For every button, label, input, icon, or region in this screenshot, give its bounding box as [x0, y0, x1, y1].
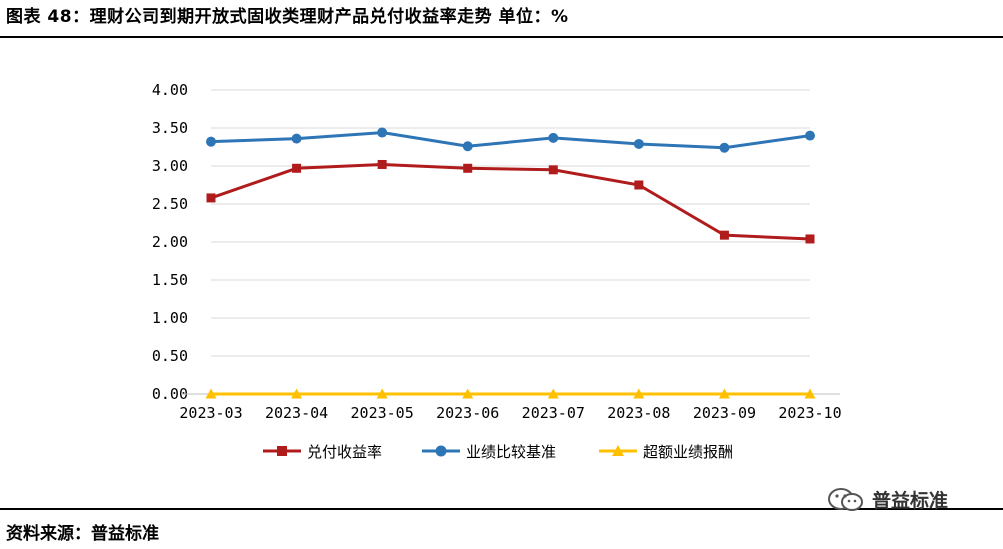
x-tick-label: 2023-09 [693, 404, 756, 422]
data-point [548, 132, 559, 143]
legend-marker [277, 446, 287, 456]
x-tick-label: 2023-06 [436, 404, 499, 422]
data-point [377, 127, 388, 138]
data-point [206, 193, 216, 203]
series-line [210, 131, 811, 150]
x-tick-label: 2023-07 [522, 404, 585, 422]
series-triangle [205, 388, 816, 399]
page-title: 图表 48：理财公司到期开放式固收类理财产品兑付收益率走势 单位：% [6, 7, 569, 27]
data-point [804, 388, 816, 399]
watermark: 普益标准 [826, 486, 948, 513]
data-point [633, 138, 644, 149]
source-note: 资料来源：普益标准 [6, 524, 159, 544]
legend-marker [435, 445, 447, 457]
legend-item: 兑付收益率 [263, 443, 382, 461]
gridlines [211, 89, 810, 357]
data-point [719, 142, 730, 153]
data-point [377, 159, 387, 169]
y-tick-label: 1.50 [152, 271, 188, 289]
y-tick-label: 1.00 [152, 309, 188, 327]
series-square [206, 159, 815, 244]
y-tick-label: 0.00 [152, 385, 188, 403]
legend-marker [612, 445, 624, 456]
data-point [634, 180, 644, 190]
data-point [291, 133, 302, 144]
data-point [463, 163, 473, 173]
legend: 兑付收益率 业绩比较基准 超额业绩报酬 [263, 443, 733, 461]
data-point [719, 230, 729, 240]
data-point [718, 388, 730, 399]
data-point [805, 130, 815, 141]
data-point [633, 388, 645, 399]
data-point [547, 388, 559, 399]
wechat-icon [828, 487, 863, 511]
data-point [805, 234, 815, 244]
legend-item: 业绩比较基准 [422, 443, 556, 461]
data-point [292, 163, 302, 173]
y-tick-label: 3.00 [152, 157, 188, 175]
y-tick-label: 0.50 [152, 347, 188, 365]
data-point [462, 141, 473, 152]
x-axis-ticks: 2023-03 2023-04 2023-05 2023-06 2023-07 2023-… [179, 404, 841, 422]
data-point [548, 165, 558, 175]
legend-label: 业绩比较基准 [466, 443, 556, 461]
data-point [205, 388, 217, 399]
y-tick-label: 3.50 [152, 119, 188, 137]
watermark-text: 普益标准 [872, 490, 949, 512]
x-tick-label: 2023-08 [607, 404, 670, 422]
x-tick-label: 2023-05 [351, 404, 414, 422]
top-divider [0, 36, 1003, 38]
series-group [205, 127, 816, 399]
data-point [462, 388, 474, 399]
x-tick-label: 2023-03 [179, 404, 242, 422]
data-point [291, 388, 303, 399]
y-tick-label: 4.00 [152, 81, 188, 99]
bottom-divider [0, 508, 1003, 510]
y-axis-ticks: 0.00 0.50 1.00 1.50 2.00 2.50 3.00 3.50 4.00 [152, 81, 188, 403]
series-line [210, 162, 811, 241]
series-circle [206, 127, 815, 153]
data-point [206, 136, 216, 147]
y-tick-label: 2.50 [152, 195, 188, 213]
data-point [376, 388, 388, 399]
y-tick-label: 2.00 [152, 233, 188, 251]
legend-label: 兑付收益率 [307, 443, 382, 461]
legend-label: 超额业绩报酬 [643, 443, 733, 461]
x-tick-label: 2023-10 [778, 404, 841, 422]
x-tick-label: 2023-04 [265, 404, 328, 422]
legend-item: 超额业绩报酬 [599, 443, 733, 461]
